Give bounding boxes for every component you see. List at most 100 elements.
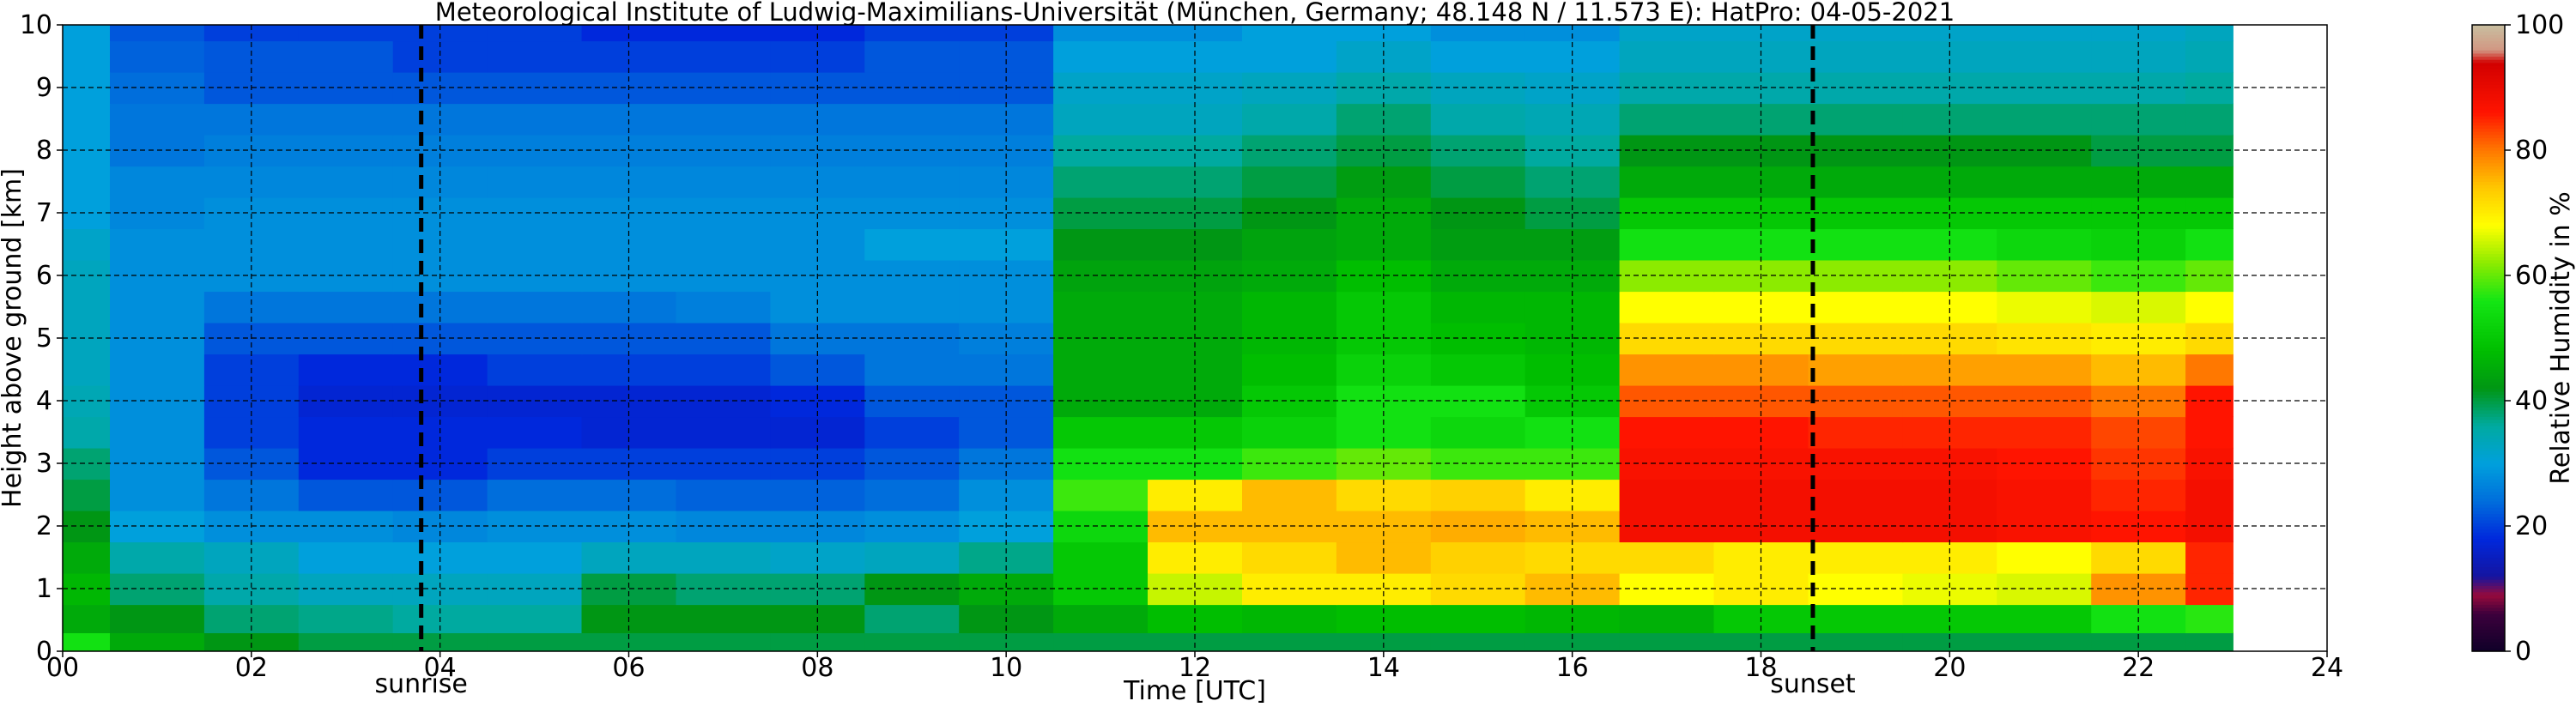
heatmap-cell: [1997, 416, 2092, 449]
colorbar-segment: [2472, 498, 2505, 502]
y-tick-label: 10: [20, 10, 52, 40]
heatmap-cell: [1997, 259, 2092, 293]
heatmap-cell: [1997, 541, 2092, 574]
colorbar-segment: [2472, 329, 2505, 333]
colorbar-segment: [2472, 240, 2505, 245]
heatmap-cell: [1430, 25, 1526, 42]
colorbar-segment: [2472, 607, 2505, 612]
heatmap-cell: [203, 632, 300, 651]
colorbar-segment: [2472, 441, 2505, 445]
x-tick-label: 00: [46, 653, 79, 683]
y-tick-label: 6: [36, 261, 52, 291]
heatmap-cell: [2091, 632, 2186, 651]
colorbar-segment: [2472, 231, 2505, 236]
heatmap-cell: [2185, 25, 2234, 42]
heatmap-cell: [864, 479, 960, 511]
colorbar-segment: [2472, 103, 2505, 107]
heatmap-cell: [1053, 604, 1149, 633]
colorbar-segment: [2472, 372, 2505, 377]
heatmap-cell: [676, 416, 772, 449]
heatmap-cell: [63, 416, 111, 449]
colorbar-segment: [2472, 147, 2505, 151]
colorbar-segment: [2472, 166, 2505, 170]
heatmap-cell: [1430, 103, 1526, 136]
colorbar-segment: [2472, 90, 2505, 94]
y-tick-label: 1: [36, 574, 52, 604]
heatmap-cell: [864, 166, 960, 198]
heatmap-cell: [1902, 25, 1998, 42]
heatmap-cell: [676, 541, 772, 574]
colorbar-segment: [2472, 156, 2505, 160]
heatmap-cell: [676, 40, 772, 73]
heatmap-cell: [110, 354, 205, 386]
colorbar-segment: [2472, 96, 2505, 101]
colorbar-segment: [2472, 529, 2505, 533]
heatmap-cell: [298, 479, 394, 511]
heatmap-cell: [1619, 632, 1715, 651]
heatmap-cell: [1148, 632, 1243, 651]
colorbar-segment: [2472, 263, 2505, 267]
colorbar-segment: [2472, 153, 2505, 157]
colorbar-segment: [2472, 200, 2505, 204]
heatmap-cell: [1997, 510, 2092, 543]
colorbar-segment: [2472, 196, 2505, 201]
heatmap-cell: [63, 541, 111, 574]
heatmap-cell: [487, 228, 583, 261]
heatmap-cell: [298, 166, 394, 198]
colorbar-segment: [2472, 253, 2505, 257]
heatmap-cell: [2185, 604, 2234, 633]
heatmap-cell: [1430, 40, 1526, 73]
colorbar-segment: [2472, 293, 2505, 299]
heatmap-cell: [110, 541, 205, 574]
heatmap-cell: [864, 604, 960, 633]
colorbar-segment: [2472, 71, 2505, 76]
heatmap-cell: [487, 166, 583, 198]
colorbar-segment: [2472, 397, 2505, 402]
heatmap-cell: [63, 71, 111, 105]
colorbar-segment: [2472, 494, 2505, 499]
heatmap-cell: [298, 103, 394, 136]
colorbar-segment: [2472, 538, 2505, 542]
colorbar-segment: [2472, 426, 2505, 430]
colorbar-segment: [2472, 595, 2505, 599]
colorbar-segment: [2472, 413, 2505, 417]
colorbar-segment: [2472, 43, 2505, 48]
colorbar-segment: [2472, 347, 2505, 352]
colorbar-segment: [2472, 94, 2505, 98]
colorbar-segment: [2472, 566, 2505, 571]
colorbar-segment: [2472, 291, 2505, 295]
heatmap-cell: [1053, 228, 1149, 261]
colorbar-segment: [2472, 623, 2505, 627]
y-tick-label: 2: [36, 511, 52, 541]
colorbar-segment: [2472, 409, 2505, 414]
heatmap-cell: [63, 196, 111, 230]
colorbar-segment: [2472, 46, 2505, 51]
colorbar-segment: [2472, 456, 2505, 461]
colorbar-segment: [2472, 563, 2505, 568]
colorbar-segment: [2472, 203, 2505, 208]
colorbar-segment: [2472, 363, 2505, 367]
colorbar-segment: [2472, 213, 2505, 217]
heatmap-cell: [1997, 71, 2092, 105]
colorbar-segment: [2472, 613, 2505, 618]
heatmap-cell: [1808, 479, 1904, 511]
colorbar-segment: [2472, 221, 2505, 227]
heatmap-cell: [1619, 604, 1715, 633]
colorbar-segment: [2472, 312, 2505, 317]
colorbar-segment: [2472, 128, 2505, 132]
colorbar-segment: [2472, 225, 2505, 229]
x-tick-label: 14: [1367, 653, 1400, 683]
heatmap-cell: [1336, 632, 1432, 651]
heatmap-cell: [487, 354, 583, 386]
colorbar-segment: [2472, 184, 2505, 189]
colorbar-segment: [2472, 553, 2505, 559]
colorbar-segment: [2472, 479, 2505, 483]
colorbar-segment: [2472, 300, 2505, 305]
heatmap-cell: [63, 604, 111, 633]
heatmap-cell: [676, 228, 772, 261]
heatmap-cell: [676, 103, 772, 136]
colorbar-title: Relative Humidity in %: [2546, 191, 2576, 484]
heatmap-cell: [392, 632, 488, 651]
heatmap-cell: [864, 25, 960, 42]
colorbar-segment: [2472, 557, 2505, 561]
